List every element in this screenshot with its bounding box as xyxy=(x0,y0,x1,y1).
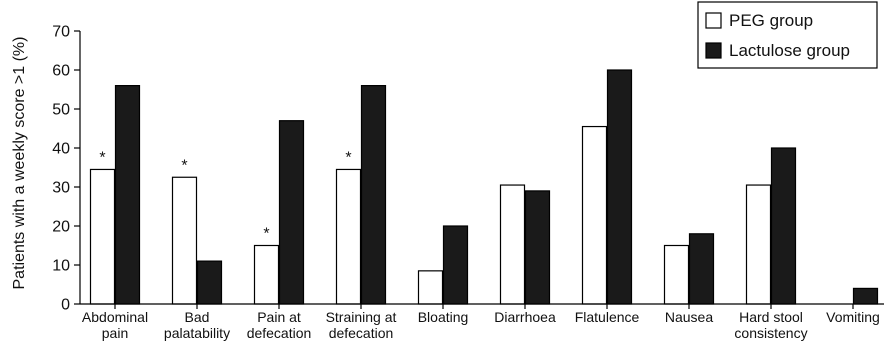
x-tick-label: Pain at xyxy=(257,309,301,325)
x-tick-label: palatability xyxy=(164,325,230,341)
bar-peg xyxy=(89,168,116,305)
x-tick-label: Bad xyxy=(185,309,210,325)
bar-lactulose xyxy=(688,233,715,305)
bar-peg xyxy=(663,244,690,305)
y-tick-label: 0 xyxy=(61,297,70,314)
x-tick-label: Straining at xyxy=(326,309,397,325)
y-axis: 0 10 20 30 40 50 60 70 xyxy=(52,24,81,314)
bars: * * * * xyxy=(89,69,879,305)
bar-peg xyxy=(745,184,772,305)
x-tick-label: Hard stool xyxy=(739,309,803,325)
y-tick-label: 50 xyxy=(52,102,70,119)
x-tick-label: defecation xyxy=(247,325,312,341)
bar-peg xyxy=(417,270,444,305)
legend-box xyxy=(697,1,878,69)
y-tick-label: 60 xyxy=(52,63,70,80)
legend-label-peg: PEG group xyxy=(729,11,813,30)
bar-lactulose xyxy=(196,260,223,305)
x-tick-label: Abdominal xyxy=(82,309,148,325)
legend-swatch-peg xyxy=(705,12,722,29)
x-tick-label: defecation xyxy=(329,325,394,341)
significance-marker: * xyxy=(99,149,105,166)
x-tick-label: Bloating xyxy=(418,309,469,325)
y-tick-label: 40 xyxy=(52,141,70,158)
bar-lactulose xyxy=(360,84,387,305)
bar-lactulose xyxy=(606,69,633,305)
bar-lactulose xyxy=(114,84,141,305)
x-tick-label: consistency xyxy=(734,325,807,341)
bar-lactulose xyxy=(524,190,551,305)
significance-marker: * xyxy=(263,226,269,243)
y-axis-label: Patients with a weekly score >1 (%) xyxy=(11,37,28,290)
legend-label-lactulose: Lactulose group xyxy=(729,41,850,60)
y-tick-label: 10 xyxy=(52,258,70,275)
bar-lactulose xyxy=(852,287,879,305)
bar-peg xyxy=(253,244,280,305)
y-tick-label: 70 xyxy=(52,24,70,41)
x-tick-label: Diarrhoea xyxy=(494,309,556,325)
y-tick-label: 30 xyxy=(52,180,70,197)
legend-swatch-lactulose xyxy=(705,42,722,59)
bar-lactulose xyxy=(442,225,469,305)
x-tick-label: Nausea xyxy=(665,309,713,325)
bar-peg xyxy=(335,168,362,305)
bar-lactulose xyxy=(770,147,797,305)
bar-peg xyxy=(581,125,608,305)
bar-peg xyxy=(171,176,198,305)
x-tick-label: Vomiting xyxy=(826,309,880,325)
x-tick-label: Flatulence xyxy=(575,309,640,325)
legend: PEG group Lactulose group xyxy=(697,1,878,69)
bar-peg xyxy=(499,184,526,305)
bar-lactulose xyxy=(278,120,305,305)
significance-marker: * xyxy=(345,149,351,166)
significance-marker: * xyxy=(181,157,187,174)
y-tick-label: 20 xyxy=(52,219,70,236)
x-tick-label: pain xyxy=(102,325,128,341)
